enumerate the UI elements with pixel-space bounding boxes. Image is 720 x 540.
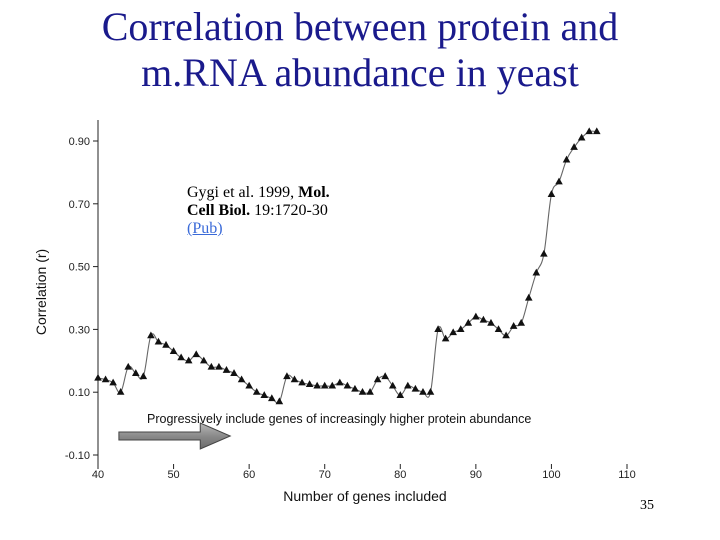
y-tick-label: 0.10: [69, 387, 90, 399]
data-point: [517, 318, 525, 326]
citation: Gygi et al. 1999, Mol. Cell Biol. 19:172…: [187, 184, 387, 238]
data-point: [456, 325, 465, 332]
data-point: [154, 337, 163, 345]
data-point: [577, 133, 586, 141]
data-point: [328, 381, 337, 389]
x-axis-label: Number of genes included: [283, 488, 446, 504]
data-point: [184, 356, 193, 364]
data-point: [411, 384, 420, 392]
data-point: [320, 381, 329, 389]
data-point: [487, 318, 495, 326]
data-point: [237, 375, 246, 383]
data-point: [124, 362, 133, 370]
data-point: [275, 397, 284, 405]
data-point: [169, 347, 178, 354]
data-point: [419, 388, 427, 395]
data-point: [479, 315, 488, 323]
data-point: [449, 328, 457, 336]
x-tick-label: 80: [394, 469, 406, 481]
citation-authors: Gygi et al. 1999,: [187, 184, 299, 201]
title-line-2: m.RNA abundance in yeast: [141, 50, 579, 95]
data-point: [131, 369, 140, 376]
x-tick-label: 50: [167, 469, 179, 481]
data-point: [494, 325, 503, 332]
series-curve: [97, 130, 597, 404]
data-point: [268, 394, 276, 402]
data-point: [562, 155, 571, 163]
data-point: [290, 375, 299, 383]
data-point: [94, 373, 102, 381]
data-point: [540, 249, 548, 257]
data-point: [555, 177, 563, 185]
data-point: [388, 381, 397, 389]
data-point: [245, 381, 253, 389]
data-point: [116, 388, 125, 395]
citation-journal-part2: Cell Biol.: [187, 202, 251, 219]
page-number: 35: [640, 498, 654, 513]
y-tick-label: 0.30: [69, 324, 90, 336]
data-point: [109, 378, 117, 386]
data-point: [570, 143, 578, 150]
data-point: [396, 391, 405, 398]
data-point: [260, 391, 269, 398]
data-point: [230, 369, 238, 376]
data-point: [305, 380, 314, 387]
data-point: [404, 381, 412, 389]
data-point: [502, 331, 510, 339]
data-point: [585, 127, 594, 135]
data-point: [343, 381, 352, 389]
y-axis-label: Correlation (r): [33, 249, 49, 335]
data-point: [177, 353, 185, 361]
annotation-text: Progressively include genes of increasin…: [147, 412, 531, 426]
data-point: [222, 366, 231, 373]
pubmed-link[interactable]: (Pub): [187, 220, 223, 237]
data-point: [524, 293, 533, 301]
data-point: [147, 331, 155, 339]
data-point: [532, 268, 541, 276]
data-point: [547, 190, 556, 197]
citation-journal-part1: Mol.: [298, 184, 330, 201]
data-point: [426, 388, 435, 395]
data-point: [441, 334, 450, 342]
data-point: [464, 318, 473, 326]
data-point: [472, 312, 480, 320]
data-point: [373, 375, 382, 383]
citation-volume: 19:1720-30: [250, 202, 328, 219]
data-point: [592, 127, 601, 135]
x-tick-label: 70: [319, 469, 331, 481]
slide-title: Correlation between protein and m.RNA ab…: [0, 4, 720, 96]
x-tick-label: 100: [542, 469, 560, 481]
data-point: [366, 388, 374, 395]
x-tick-label: 60: [243, 469, 255, 481]
x-tick-label: 40: [92, 469, 104, 481]
data-point: [162, 340, 170, 348]
data-point: [215, 362, 223, 370]
x-tick-label: 110: [618, 469, 636, 481]
progress-arrow: [118, 422, 232, 450]
data-point: [283, 372, 291, 380]
data-point: [351, 384, 359, 392]
y-tick-label: 0.50: [69, 262, 90, 274]
x-tick-label: 90: [470, 469, 482, 481]
data-point: [509, 322, 518, 329]
data-point: [381, 372, 389, 380]
y-tick-label: 0.90: [69, 136, 90, 148]
data-point: [139, 372, 148, 380]
data-point: [298, 378, 306, 386]
title-line-1: Correlation between protein and: [101, 4, 619, 49]
data-point: [207, 362, 216, 370]
data-point: [101, 375, 110, 383]
data-point: [252, 388, 261, 395]
data-point: [434, 325, 442, 332]
data-point: [200, 356, 208, 364]
y-tick-label: -0.10: [65, 450, 90, 462]
data-point: [192, 350, 201, 358]
y-tick-label: 0.70: [69, 199, 90, 211]
data-point: [358, 388, 367, 395]
data-point: [313, 381, 321, 389]
data-point: [336, 378, 344, 386]
